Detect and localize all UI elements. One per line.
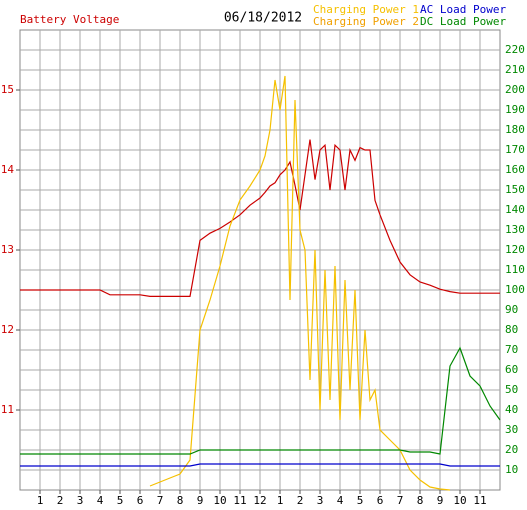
y-tick-label: 11: [1, 403, 14, 416]
y2-tick-label: 130: [505, 223, 525, 236]
y2-tick-label: 120: [505, 243, 525, 256]
legend-entry: Charging Power 1: [313, 3, 419, 16]
y2-tick-label: 10: [505, 463, 518, 476]
chart-title: 06/18/2012: [224, 11, 302, 26]
x-tick-label: 12: [253, 494, 266, 507]
x-tick-label: 9: [437, 494, 444, 507]
y2-tick-label: 100: [505, 283, 525, 296]
y2-tick-label: 210: [505, 63, 525, 76]
x-tick-label: 11: [233, 494, 246, 507]
series-line: [20, 139, 500, 297]
legend-entry: DC Load Power: [420, 15, 506, 28]
y2-tick-label: 200: [505, 83, 525, 96]
y2-tick-label: 150: [505, 183, 525, 196]
x-tick-label: 3: [317, 494, 324, 507]
x-tick-label: 7: [397, 494, 404, 507]
series-line: [20, 463, 500, 467]
y2-tick-label: 110: [505, 263, 525, 276]
x-tick-label: 10: [453, 494, 466, 507]
x-tick-label: 2: [57, 494, 64, 507]
x-tick-label: 10: [213, 494, 226, 507]
left-axis-label: Battery Voltage: [20, 13, 119, 26]
y2-tick-label: 70: [505, 343, 518, 356]
y-tick-label: 12: [1, 323, 14, 336]
x-tick-label: 4: [97, 494, 104, 507]
y2-tick-label: 60: [505, 363, 518, 376]
x-tick-label: 4: [337, 494, 344, 507]
x-tick-label: 9: [197, 494, 204, 507]
x-tick-label: 8: [177, 494, 184, 507]
x-tick-label: 8: [417, 494, 424, 507]
y2-tick-label: 190: [505, 103, 525, 116]
y2-tick-label: 160: [505, 163, 525, 176]
x-tick-label: 7: [157, 494, 164, 507]
y2-tick-label: 40: [505, 403, 518, 416]
y-tick-label: 15: [1, 83, 14, 96]
y-tick-label: 13: [1, 243, 14, 256]
x-tick-label: 1: [37, 494, 44, 507]
legend-entry: AC Load Power: [420, 3, 506, 16]
y2-tick-label: 170: [505, 143, 525, 156]
y2-tick-label: 140: [505, 203, 525, 216]
series-line: [149, 75, 451, 491]
x-tick-label: 5: [357, 494, 364, 507]
x-tick-label: 5: [117, 494, 124, 507]
x-tick-label: 1: [277, 494, 284, 507]
x-tick-label: 2: [297, 494, 304, 507]
legend-entry: Charging Power 2: [313, 15, 419, 28]
y2-tick-label: 50: [505, 383, 518, 396]
x-tick-label: 3: [77, 494, 84, 507]
y2-tick-label: 180: [505, 123, 525, 136]
y-tick-label: 14: [1, 163, 15, 176]
y2-tick-label: 90: [505, 303, 518, 316]
series-line: [20, 346, 501, 455]
y2-tick-label: 20: [505, 443, 518, 456]
x-tick-label: 6: [377, 494, 384, 507]
x-tick-label: 6: [137, 494, 144, 507]
y2-tick-label: 30: [505, 423, 518, 436]
y2-tick-label: 220: [505, 43, 525, 56]
x-tick-label: 11: [473, 494, 486, 507]
y2-tick-label: 80: [505, 323, 518, 336]
